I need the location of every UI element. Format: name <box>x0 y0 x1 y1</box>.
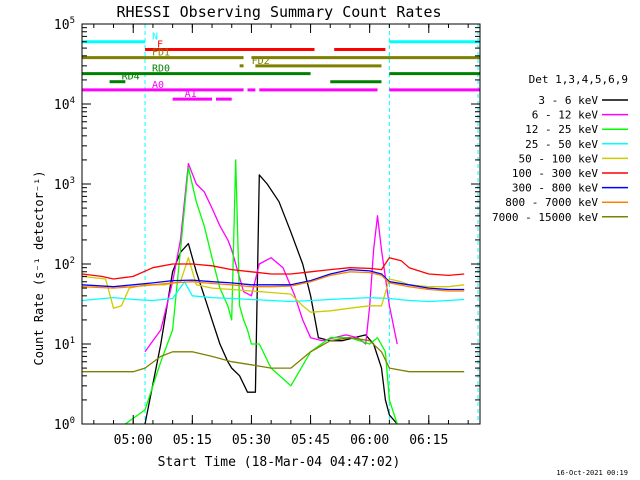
y-tick-label-3: 103 <box>54 176 75 193</box>
y-tick-exponent: 3 <box>70 176 75 186</box>
x-tick-label-4: 06:00 <box>350 433 389 448</box>
y-tick-exponent: 4 <box>70 96 75 106</box>
flag-label-4: RD0 <box>152 64 170 75</box>
y-tick-label-0: 100 <box>54 416 75 433</box>
x-tick-label-3: 05:45 <box>291 433 330 448</box>
series-line-1 <box>144 162 398 353</box>
flag-label-5: RD4 <box>122 72 140 83</box>
legend-label-3: 25 - 50 keV <box>525 138 598 151</box>
flag-label-2: FD1 <box>152 48 170 59</box>
legend-label-7: 800 - 7000 keV <box>505 196 598 209</box>
legend-label-5: 100 - 300 keV <box>512 167 598 180</box>
flag-label-0: N <box>152 32 158 43</box>
y-tick-label-5: 105 <box>54 16 75 33</box>
y-tick-label-1: 101 <box>54 336 75 353</box>
x-axis-label: Start Time (18-Mar-04 04:47:02) <box>158 455 401 470</box>
series-line-8 <box>82 337 465 373</box>
series-line-6 <box>81 268 465 291</box>
plot-frame <box>81 23 481 425</box>
legend-label-6: 300 - 800 keV <box>512 182 598 195</box>
x-tick-label-0: 05:00 <box>114 433 153 448</box>
legend-label-1: 6 - 12 keV <box>532 109 599 122</box>
y-tick-exponent: 5 <box>70 16 75 26</box>
legend-label-2: 12 - 25 keV <box>525 123 598 136</box>
y-tick-exponent: 2 <box>70 256 75 266</box>
series-line-2 <box>124 159 398 425</box>
footer-date: 16-Oct-2021 00:19 <box>556 469 628 477</box>
y-tick-exponent: 1 <box>70 336 75 346</box>
legend-title: Det 1,3,4,5,6,9 <box>529 73 628 86</box>
x-tick-label-2: 05:30 <box>232 433 271 448</box>
series-line-5 <box>81 257 465 280</box>
flag-label-3: FD2 <box>252 56 270 67</box>
series-line-7 <box>81 271 465 292</box>
legend-label-0: 3 - 6 keV <box>538 94 598 107</box>
flag-label-1: F <box>157 40 163 51</box>
plot-area <box>81 24 479 425</box>
chart-title: RHESSI Observing Summary Count Rates <box>116 3 441 21</box>
y-tick-exponent: 0 <box>70 416 75 426</box>
legend-label-8: 7000 - 15000 keV <box>492 211 598 224</box>
y-tick-label-2: 102 <box>54 256 75 273</box>
y-tick-label-4: 104 <box>54 96 75 113</box>
x-tick-label-5: 06:15 <box>409 433 448 448</box>
legend-label-4: 50 - 100 keV <box>519 152 599 165</box>
series-line-3 <box>81 281 465 303</box>
flag-label-6: A0 <box>152 80 164 91</box>
y-axis-label: Count Rate (s⁻¹ detector⁻¹) <box>32 170 46 365</box>
flag-label-7: A1 <box>185 89 197 100</box>
x-tick-label-1: 05:15 <box>173 433 212 448</box>
